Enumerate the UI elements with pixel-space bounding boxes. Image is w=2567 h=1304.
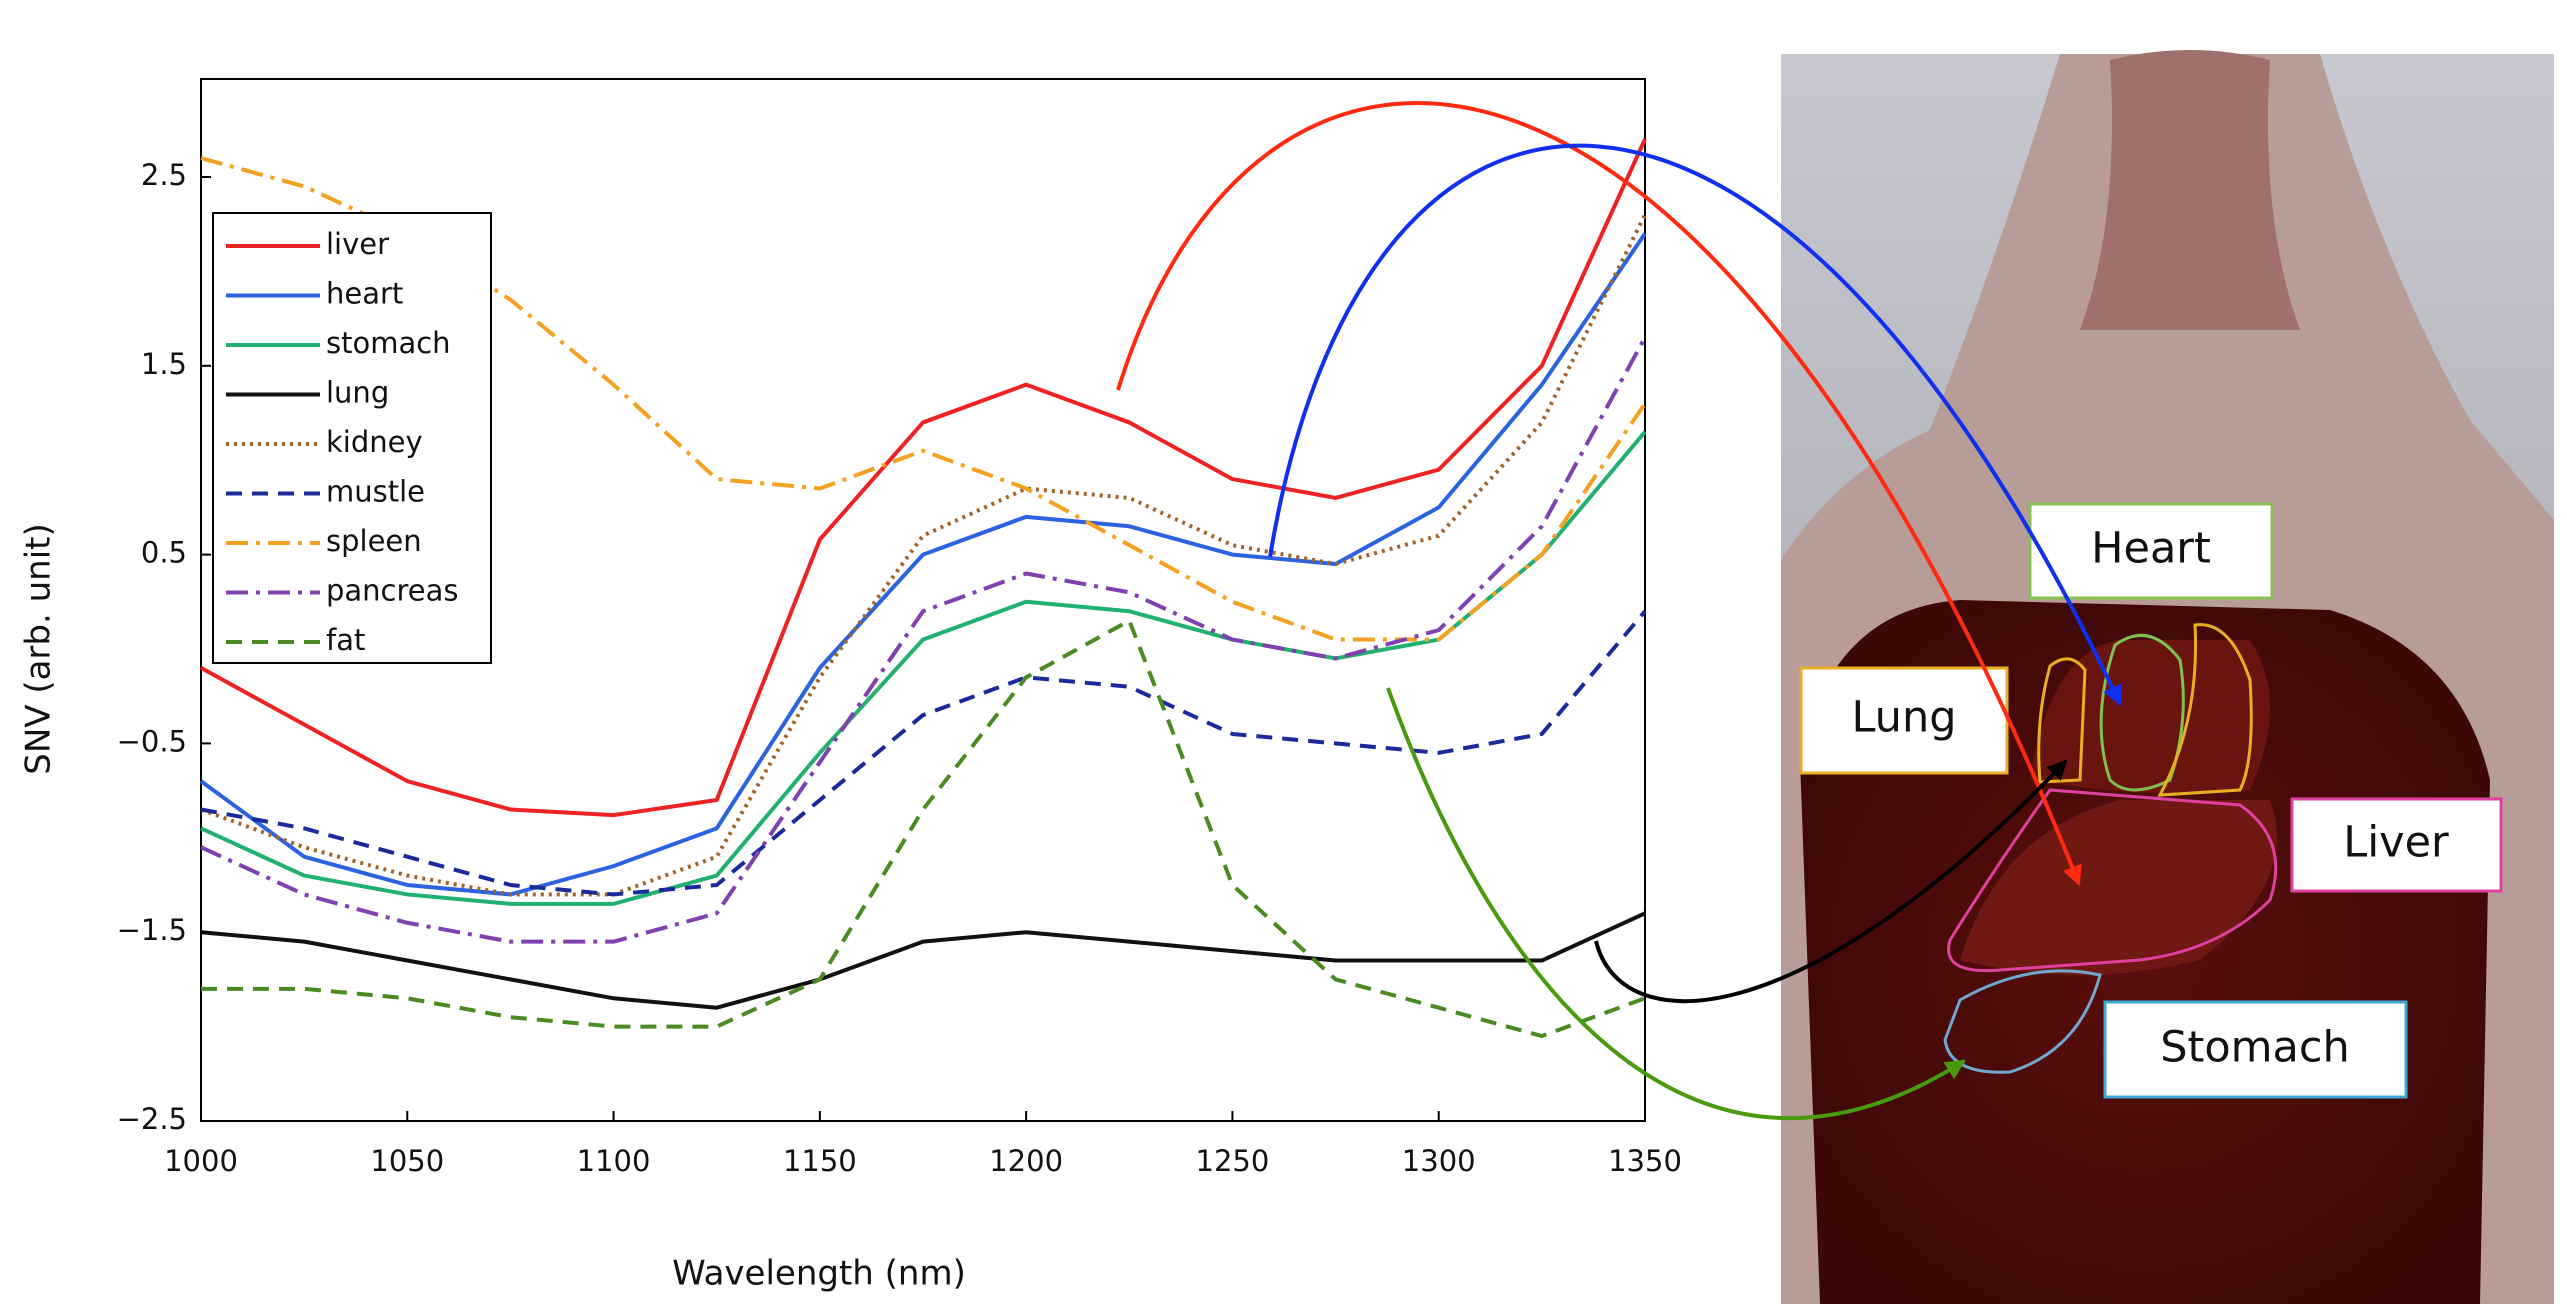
legend-label: spleen xyxy=(326,524,422,558)
photo-label: Heart xyxy=(2091,524,2211,574)
plot-frame xyxy=(200,78,1646,1122)
photo-label: Liver xyxy=(2343,818,2449,868)
legend-label: fat xyxy=(326,623,365,657)
photo-label: Stomach xyxy=(2160,1023,2350,1073)
series-line xyxy=(200,336,1647,944)
photo-label: Lung xyxy=(1851,693,1956,743)
legend-box xyxy=(212,212,492,664)
legend-label: lung xyxy=(326,376,389,410)
y-tick-label: −2.5 xyxy=(117,1102,187,1136)
x-tick-label: 1000 xyxy=(164,1144,238,1178)
x-tick-label: 1150 xyxy=(783,1144,857,1178)
x-tick-label: 1050 xyxy=(370,1144,444,1178)
legend-label: kidney xyxy=(326,425,423,459)
series-line xyxy=(200,609,1647,897)
legend-label: liver xyxy=(326,227,389,261)
y-tick-label: 0.5 xyxy=(141,536,187,570)
x-axis-title: Wavelength (nm) xyxy=(672,1254,966,1294)
series-line xyxy=(199,232,1647,897)
y-axis-title: SNV (arb. unit) xyxy=(19,523,59,775)
x-tick-label: 1250 xyxy=(1196,1144,1270,1178)
legend-label: pancreas xyxy=(326,574,459,608)
series-line xyxy=(200,138,1647,818)
series-line xyxy=(201,618,1646,1039)
y-tick-label: 1.5 xyxy=(141,347,187,381)
series-line xyxy=(200,911,1646,1010)
legend-label: stomach xyxy=(326,326,451,360)
x-tick-label: 1350 xyxy=(1608,1144,1682,1178)
series-line xyxy=(200,430,1647,906)
y-tick-label: 2.5 xyxy=(141,158,187,192)
legend-label: mustle xyxy=(326,475,425,509)
y-tick-label: −0.5 xyxy=(117,724,187,758)
x-tick-label: 1300 xyxy=(1402,1144,1476,1178)
legend-label: heart xyxy=(326,277,403,311)
arrows xyxy=(1116,101,2122,1121)
x-tick-label: 1200 xyxy=(989,1144,1063,1178)
photo xyxy=(1781,50,2554,1304)
y-tick-label: −1.5 xyxy=(117,913,187,947)
x-tick-label: 1100 xyxy=(577,1144,651,1178)
